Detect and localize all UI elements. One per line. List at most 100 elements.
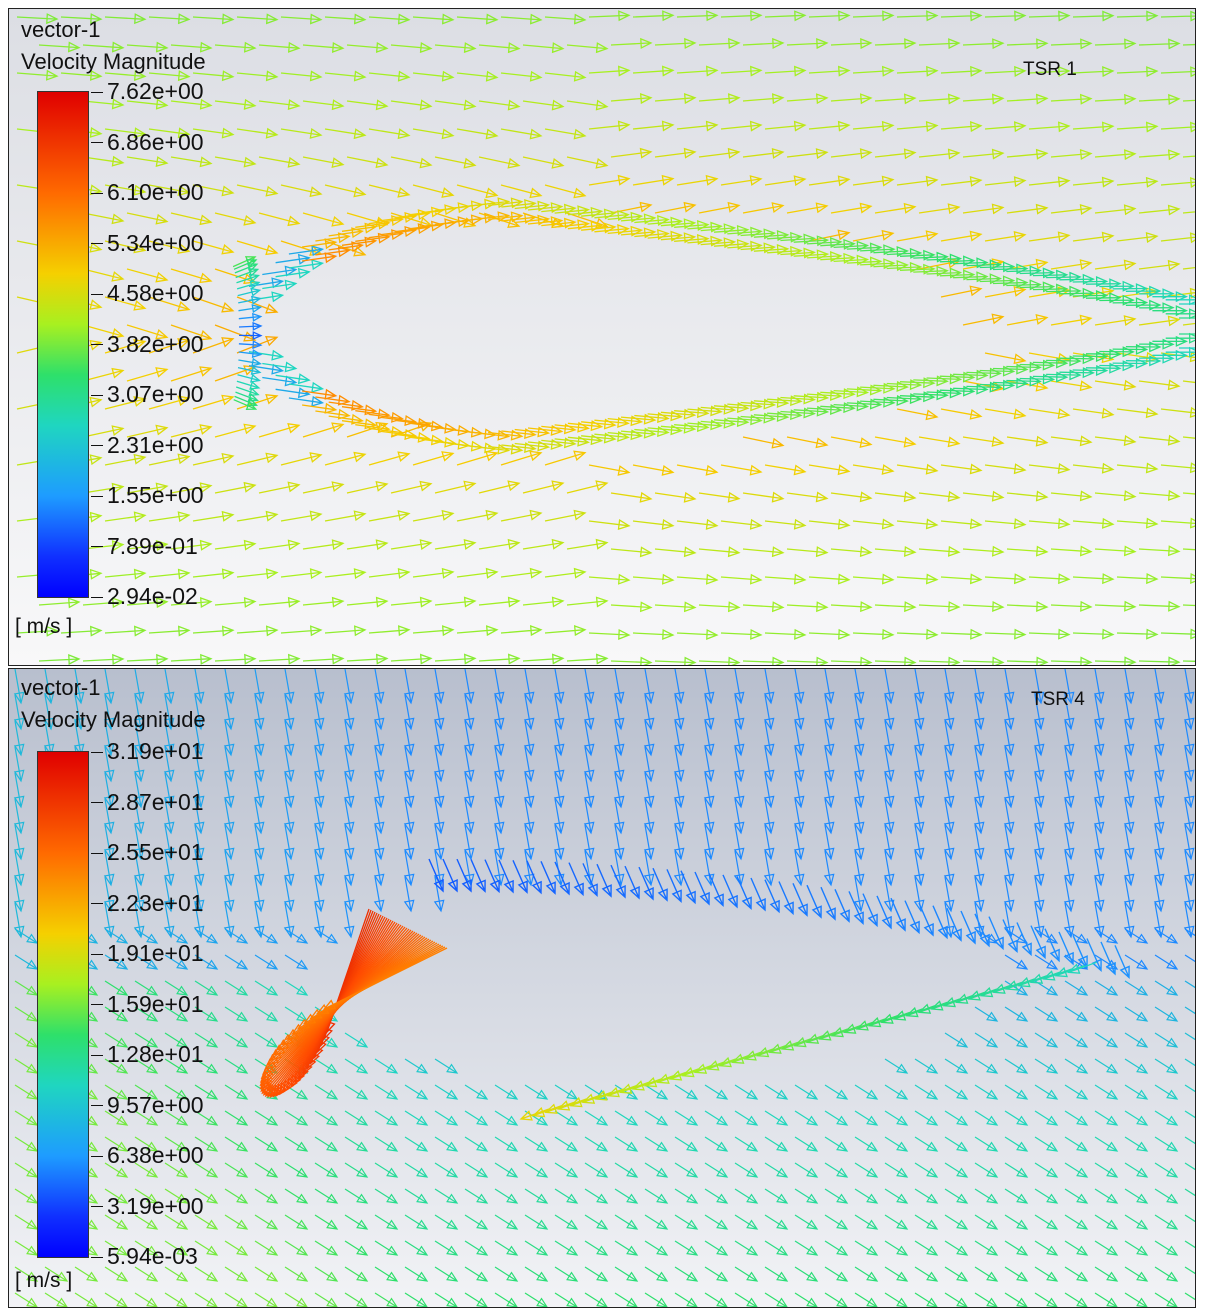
velocity-vector xyxy=(973,850,985,887)
velocity-vector xyxy=(742,93,785,105)
velocity-vector xyxy=(148,240,191,254)
velocity-vector xyxy=(314,1136,339,1152)
velocity-vector xyxy=(793,824,805,861)
velocity-vector xyxy=(918,902,934,937)
velocity-vector xyxy=(1123,694,1135,731)
velocity-vector xyxy=(1033,876,1045,913)
velocity-vector xyxy=(588,464,631,476)
velocity-vector xyxy=(943,798,955,835)
velocity-vector xyxy=(1116,121,1159,133)
velocity-vector xyxy=(852,175,895,187)
velocity-vector xyxy=(984,518,1027,530)
velocity-vector xyxy=(1003,798,1015,835)
velocity-vector xyxy=(434,1136,459,1152)
velocity-vector xyxy=(104,1266,129,1282)
velocity-vector xyxy=(614,1188,639,1204)
velocity-vector xyxy=(1050,203,1093,215)
velocity-vector xyxy=(973,798,985,835)
velocity-vector xyxy=(614,1110,639,1126)
velocity-vector xyxy=(1094,1084,1119,1100)
velocity-vector xyxy=(1034,1136,1059,1152)
velocity-vector xyxy=(403,798,415,835)
velocity-vector xyxy=(1154,1032,1179,1048)
velocity-vector xyxy=(554,1084,579,1100)
velocity-vector xyxy=(794,1162,819,1178)
velocity-vector xyxy=(192,184,235,197)
velocity-vector xyxy=(254,1188,279,1204)
velocity-vector xyxy=(973,694,985,731)
velocity-vector xyxy=(643,720,655,757)
velocity-vector xyxy=(1183,876,1195,913)
velocity-vector xyxy=(103,824,115,861)
velocity-vector xyxy=(254,1032,279,1048)
velocity-vector xyxy=(763,720,775,757)
velocity-vector xyxy=(940,573,983,585)
velocity-vector xyxy=(1033,720,1045,757)
velocity-vector xyxy=(581,432,617,444)
velocity-vector xyxy=(434,596,477,608)
velocity-vector xyxy=(253,824,265,861)
velocity-vector xyxy=(876,895,892,930)
velocity-vector xyxy=(1072,407,1115,419)
velocity-vector xyxy=(703,669,715,705)
velocity-vector xyxy=(134,1162,159,1178)
velocity-vector xyxy=(523,798,535,835)
vector-field-tsr4 xyxy=(9,669,1195,1307)
velocity-vector xyxy=(434,1058,459,1074)
velocity-vector xyxy=(1050,490,1093,502)
velocity-vector xyxy=(104,13,147,25)
velocity-vector xyxy=(501,428,537,440)
velocity-vector xyxy=(1093,694,1105,731)
velocity-vector xyxy=(14,1292,38,1307)
velocity-vector xyxy=(704,1136,729,1152)
velocity-vector xyxy=(192,240,235,255)
velocity-vector xyxy=(44,1292,68,1307)
velocity-vector xyxy=(704,1292,728,1307)
velocity-vector xyxy=(613,694,625,731)
velocity-vector xyxy=(343,746,355,783)
velocity-vector xyxy=(512,860,528,894)
velocity-vector xyxy=(613,772,625,809)
velocity-vector xyxy=(742,491,785,503)
velocity-vector xyxy=(1034,1110,1059,1126)
velocity-vector xyxy=(1064,980,1089,996)
velocity-vector xyxy=(1153,850,1165,887)
velocity-vector xyxy=(1006,600,1049,612)
velocity-vector xyxy=(313,720,325,757)
velocity-vector xyxy=(914,1292,938,1307)
velocity-vector xyxy=(403,694,415,731)
velocity-vector xyxy=(1179,317,1195,319)
velocity-vector xyxy=(614,1292,638,1307)
velocity-vector xyxy=(404,1266,429,1282)
velocity-vector xyxy=(823,798,835,835)
velocity-vector xyxy=(786,38,829,50)
velocity-vector xyxy=(1182,43,1195,46)
velocity-vector xyxy=(742,601,785,613)
velocity-vector xyxy=(253,694,265,731)
velocity-vector xyxy=(434,1188,459,1204)
velocity-vector xyxy=(823,669,835,705)
velocity-vector xyxy=(698,201,741,214)
velocity-vector xyxy=(654,546,697,558)
velocity-vector xyxy=(343,850,355,887)
velocity-vector xyxy=(234,263,259,274)
velocity-vector xyxy=(192,394,235,410)
velocity-vector xyxy=(237,287,262,297)
velocity-vector xyxy=(1184,1006,1195,1015)
velocity-vector xyxy=(1124,1292,1148,1307)
velocity-vector xyxy=(302,41,345,53)
velocity-vector xyxy=(1154,1292,1178,1307)
velocity-vector xyxy=(284,1162,309,1178)
velocity-vector xyxy=(654,601,697,613)
velocity-vector xyxy=(238,295,262,305)
velocity-vector xyxy=(82,98,125,110)
velocity-vector xyxy=(764,1136,789,1152)
velocity-vector xyxy=(60,69,103,81)
velocity-vector xyxy=(523,669,535,705)
velocity-vector xyxy=(500,625,543,637)
velocity-vector xyxy=(103,798,115,835)
velocity-vector xyxy=(824,1162,849,1178)
velocity-vector xyxy=(940,230,983,242)
velocity-vector xyxy=(13,669,25,705)
velocity-vector xyxy=(1152,335,1188,347)
